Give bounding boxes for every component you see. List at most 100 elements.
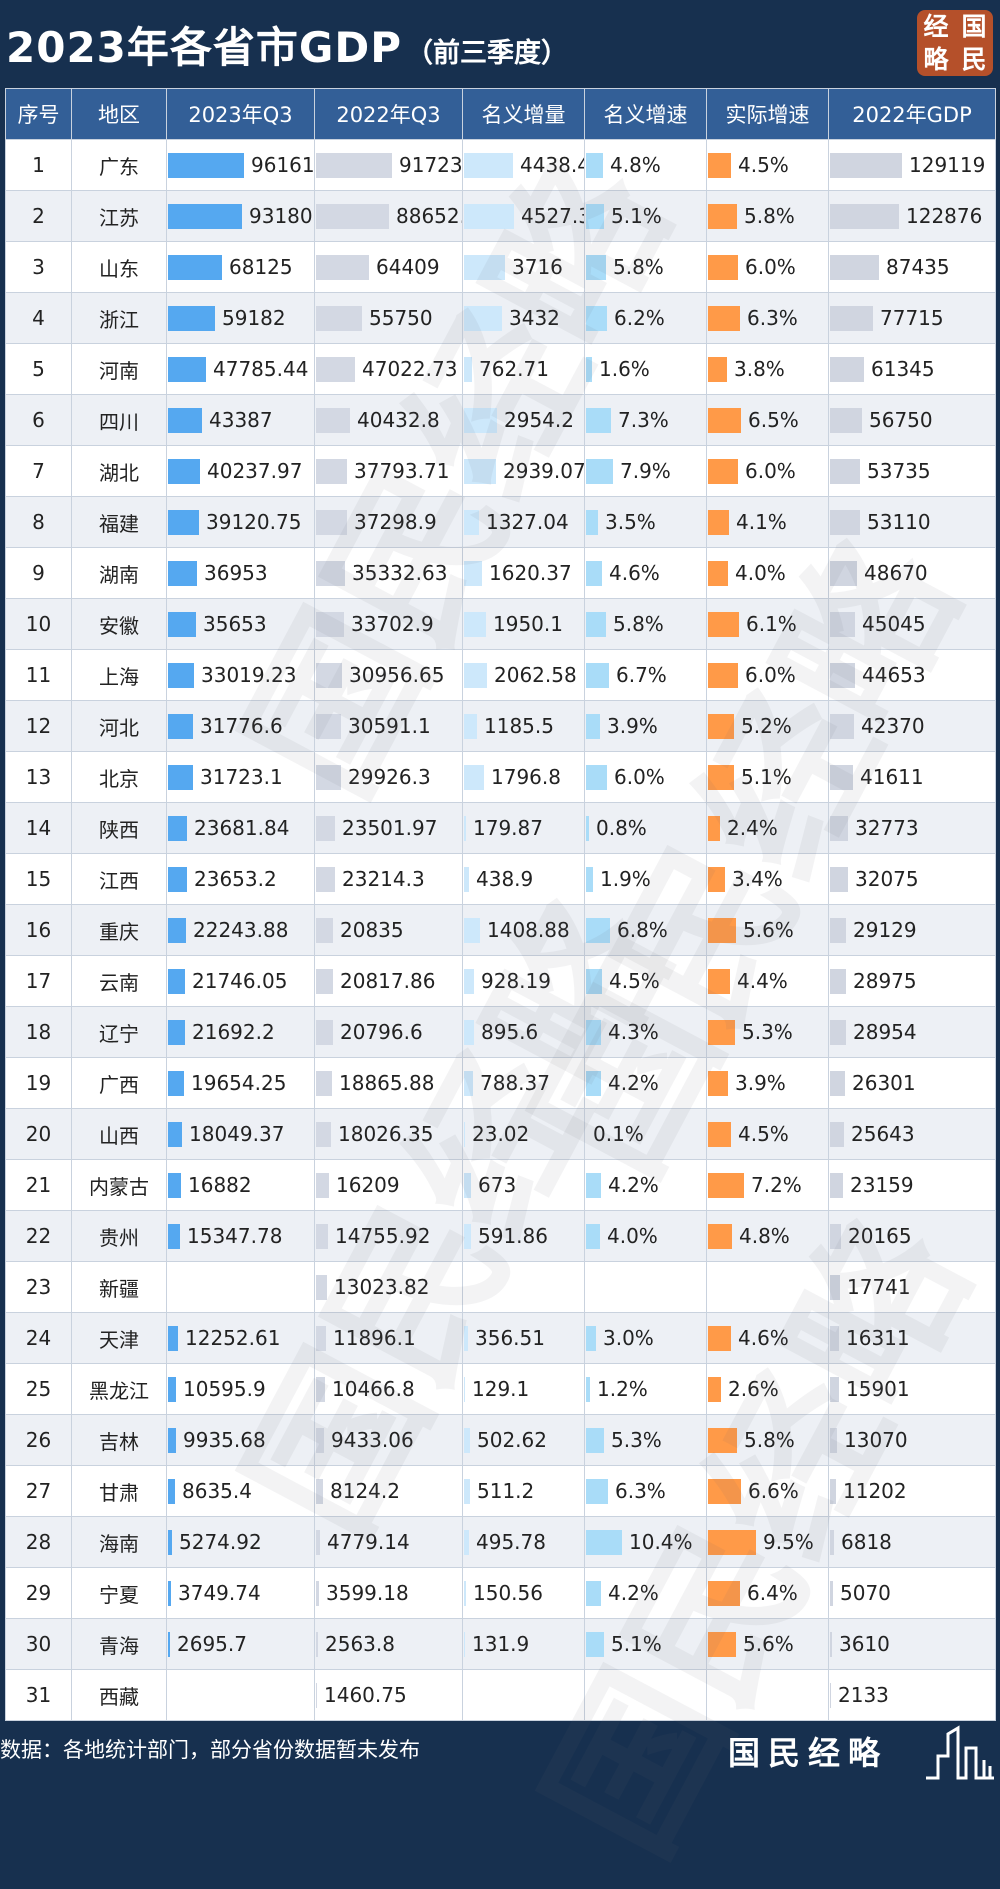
cell-nominal-growth: 3.9%	[584, 700, 707, 752]
cell-region: 安徽	[71, 598, 167, 650]
bar-q3-2023	[168, 458, 200, 484]
bar-real-growth	[708, 407, 741, 433]
bar-q3-2023	[168, 203, 242, 229]
cell-q3-2022: 88652.7	[314, 190, 463, 242]
cell-q3-2023: 8635.4	[166, 1465, 315, 1517]
bar-nominal-growth	[586, 611, 606, 637]
value-label: 4.2%	[608, 1581, 659, 1605]
value-label: 5.3%	[742, 1020, 793, 1044]
value-label: 1327.04	[486, 510, 569, 534]
cell-q3-2022: 2563.8	[314, 1618, 463, 1670]
cell-rank: 27	[5, 1465, 72, 1517]
value-label: 10466.8	[332, 1377, 415, 1401]
value-label: 6.0%	[614, 765, 665, 789]
table-row: 27 甘肃 8635.4 8124.2 511.2 6.3% 6.6% 11202	[5, 1465, 996, 1517]
value-label: 3749.74	[178, 1581, 261, 1605]
bar-nominal-growth	[586, 1070, 601, 1096]
bar-q3-2023	[168, 254, 222, 280]
value-label: 77715	[880, 306, 944, 330]
data-source: 数据：各地统计部门，部分省份数据暂未发布	[0, 1738, 420, 1762]
cell-rank: 14	[5, 802, 72, 854]
cell-gdp-2022: 11202	[828, 1465, 996, 1517]
bar-q3-2022	[316, 713, 341, 739]
bar-gdp-2022	[830, 356, 864, 382]
table-row: 3 山东 68125 64409 3716 5.8% 6.0% 87435	[5, 241, 996, 293]
cell-increase: 23.02	[462, 1108, 585, 1160]
bar-nominal-growth	[586, 968, 602, 994]
cell-q3-2023: 31776.6	[166, 700, 315, 752]
bar-increase	[464, 1070, 473, 1096]
cell-gdp-2022: 32075	[828, 853, 996, 905]
bar-q3-2023	[168, 1121, 182, 1147]
cell-increase: 502.62	[462, 1414, 585, 1466]
cell-region: 广东	[71, 139, 167, 191]
cell-nominal-growth: 6.3%	[584, 1465, 707, 1517]
cell-nominal-growth: 3.5%	[584, 496, 707, 548]
cell-gdp-2022: 45045	[828, 598, 996, 650]
table-row: 11 上海 33019.23 30956.65 2062.58 6.7% 6.0% 44653	[5, 649, 996, 701]
bar-nominal-growth	[586, 152, 603, 178]
bar-nominal-growth	[586, 407, 611, 433]
cell-real-growth: 2.6%	[706, 1363, 829, 1415]
cell-rank: 13	[5, 751, 72, 803]
bar-nominal-growth	[586, 713, 600, 739]
bar-nominal-growth	[586, 254, 606, 280]
cell-gdp-2022: 23159	[828, 1159, 996, 1211]
cell-q3-2023: 31723.1	[166, 751, 315, 803]
cell-increase: 2954.2	[462, 394, 585, 446]
header-gdp-2022: 2022年GDP	[828, 88, 996, 140]
bar-increase	[464, 1223, 471, 1249]
bar-increase	[464, 1172, 471, 1198]
cell-region: 海南	[71, 1516, 167, 1568]
value-label: 12252.61	[185, 1326, 281, 1350]
cell-increase: 4438.41	[462, 139, 585, 191]
bar-nominal-growth	[586, 1376, 590, 1402]
bar-gdp-2022	[830, 1223, 841, 1249]
bar-real-growth	[708, 1019, 735, 1045]
bar-real-growth	[708, 254, 738, 280]
bar-nominal-growth	[586, 305, 607, 331]
value-label: 33019.23	[201, 663, 297, 687]
cell-rank: 11	[5, 649, 72, 701]
value-label: 18049.37	[189, 1122, 285, 1146]
bar-q3-2023	[168, 764, 193, 790]
cell-increase: 1185.5	[462, 700, 585, 752]
bar-q3-2022	[316, 152, 392, 178]
cell-gdp-2022: 44653	[828, 649, 996, 701]
cell-q3-2022: 1460.75	[314, 1669, 463, 1721]
cell-real-growth: 5.1%	[706, 751, 829, 803]
cell-q3-2023: 35653	[166, 598, 315, 650]
cell-real-growth: 5.3%	[706, 1006, 829, 1058]
cell-rank: 10	[5, 598, 72, 650]
cell-increase: 762.71	[462, 343, 585, 395]
bar-q3-2022	[316, 611, 344, 637]
cell-rank: 15	[5, 853, 72, 905]
cell-gdp-2022: 41611	[828, 751, 996, 803]
value-label: 36953	[204, 561, 268, 585]
bar-increase	[464, 356, 472, 382]
value-label: 8124.2	[330, 1479, 400, 1503]
value-label: 23.02	[472, 1122, 530, 1146]
value-label: 1.6%	[599, 357, 650, 381]
table-row: 31 西藏 1460.75 2133	[5, 1669, 996, 1721]
cell-gdp-2022: 32773	[828, 802, 996, 854]
value-label: 23214.3	[342, 867, 425, 891]
value-label: 6.6%	[748, 1479, 799, 1503]
cell-gdp-2022: 13070	[828, 1414, 996, 1466]
cell-q3-2022: 20796.6	[314, 1006, 463, 1058]
cell-q3-2022: 64409	[314, 241, 463, 293]
value-label: 20165	[848, 1224, 912, 1248]
bar-real-growth	[708, 1427, 737, 1453]
cell-increase: 895.6	[462, 1006, 585, 1058]
bar-gdp-2022	[830, 254, 879, 280]
value-label: 29926.3	[348, 765, 431, 789]
bar-real-growth	[708, 1631, 736, 1657]
value-label: 59182	[222, 306, 286, 330]
cell-region: 广西	[71, 1057, 167, 1109]
value-label: 31723.1	[200, 765, 283, 789]
value-label: 17741	[847, 1275, 911, 1299]
cell-q3-2022: 20817.86	[314, 955, 463, 1007]
value-label: 40432.8	[357, 408, 440, 432]
bar-real-growth	[708, 611, 739, 637]
cell-rank: 2	[5, 190, 72, 242]
